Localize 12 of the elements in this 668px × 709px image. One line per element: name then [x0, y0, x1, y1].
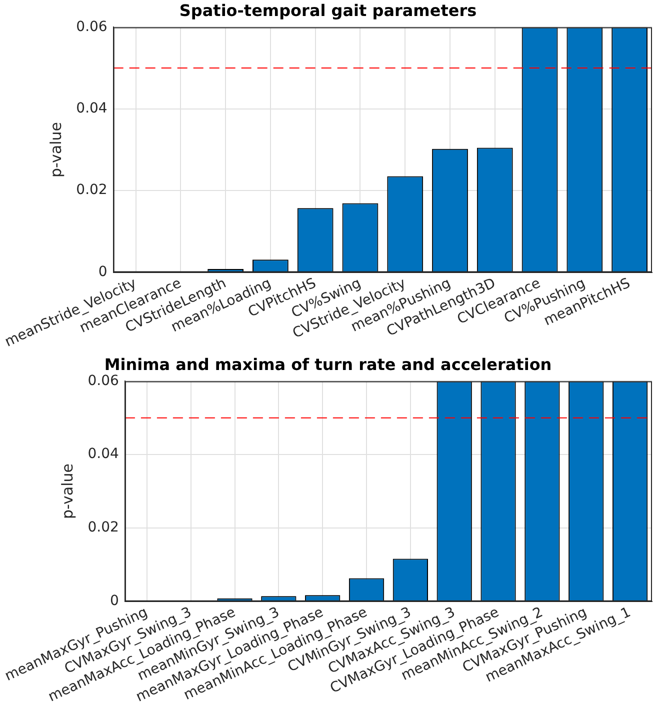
y-tick-label: 0	[98, 264, 108, 280]
y-tick-label: 0	[110, 592, 119, 609]
chart-title: Spatio-temporal gait parameters	[179, 0, 477, 20]
y-tick-label: 0.06	[76, 18, 108, 35]
y-axis-title: p-value	[58, 464, 77, 520]
y-tick-label: 0.04	[88, 446, 120, 462]
y-tick-label: 0.04	[76, 100, 108, 117]
y-tick-label: 0.02	[88, 520, 119, 536]
y-tick-label: 0.06	[88, 372, 120, 389]
y-tick-label: 0.02	[76, 182, 108, 198]
y-axis-title: p-value	[47, 122, 66, 178]
chart-title: Minima and maxima of turn rate and acceleration	[104, 354, 552, 374]
